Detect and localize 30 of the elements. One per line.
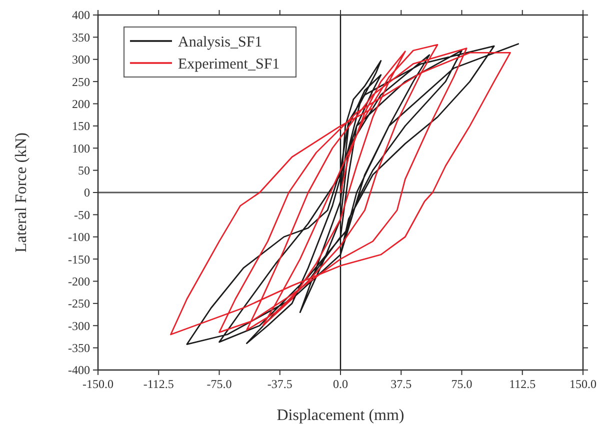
x-axis-title: Displacement (mm) [276,407,404,424]
x-tick-label: 150.0 [570,377,596,391]
y-tick-label: 150 [72,119,90,134]
y-tick-label: -50 [74,208,90,222]
y-tick-label: 400 [72,8,90,22]
y-tick-label: 50 [78,164,90,178]
y-tick-label: -200 [68,274,90,288]
y-tick-label: -150 [68,252,90,266]
y-axis-title: Lateral Force (kN) [13,132,30,252]
x-tick-label: -37.5 [267,377,292,391]
x-tick-label: 75.0 [451,377,472,391]
y-tick-label: 250 [72,74,90,89]
x-tick-label: -150.0 [82,377,114,391]
y-tick-label: 0 [84,186,90,200]
y-tick-label: 350 [72,30,90,44]
legend-label: Analysis_SF1 [178,34,262,50]
legend-label: Experiment_SF1 [178,56,280,72]
y-tick-label: -350 [68,341,90,356]
x-tick-label: 112.5 [509,377,536,391]
y-tick-label: 100 [72,141,90,156]
y-tick-label: -300 [68,318,90,333]
x-tick-label: 37.5 [390,377,412,391]
y-tick-label: 200 [72,96,90,111]
x-tick-label: -75.0 [206,377,232,391]
y-tick-label: -100 [68,230,90,244]
y-tick-label: -250 [68,296,90,311]
x-tick-label: 0.0 [333,377,348,391]
y-tick-label: -400 [68,363,90,378]
x-tick-label: -112.5 [143,377,174,391]
y-tick-label: 300 [72,52,90,67]
